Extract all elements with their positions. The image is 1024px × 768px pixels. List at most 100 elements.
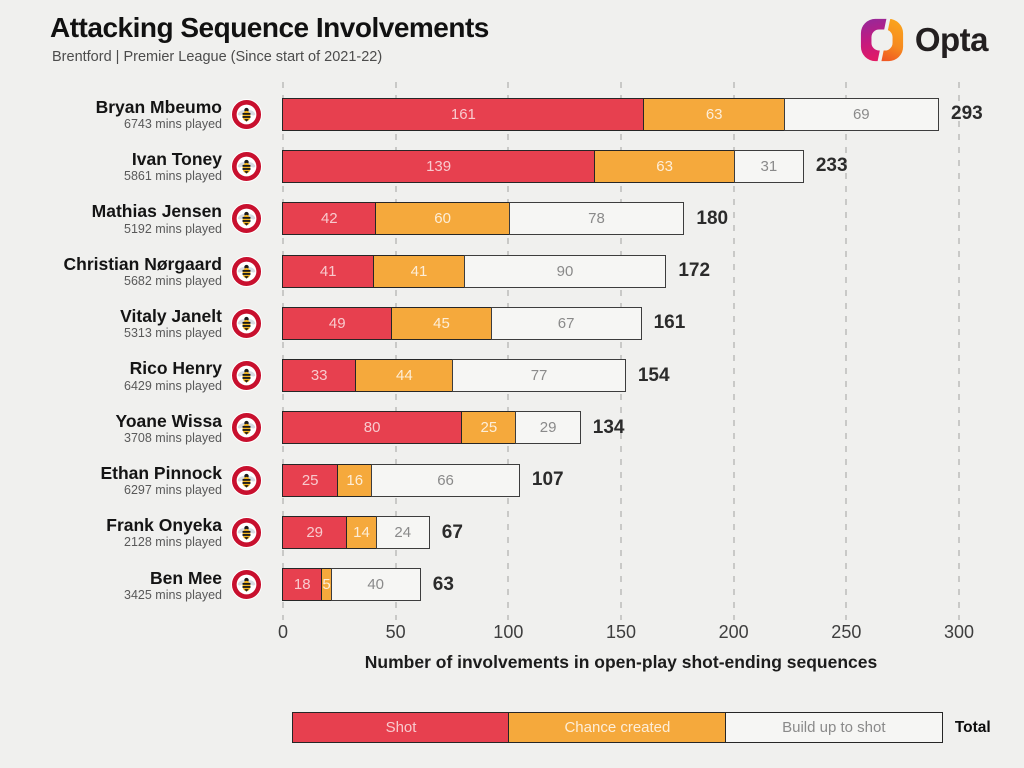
stacked-bar: 33 44 77 <box>282 359 626 393</box>
player-name: Bryan Mbeumo <box>95 96 222 117</box>
page-subtitle: Brentford | Premier League (Since start … <box>52 49 383 65</box>
player-name: Frank Onyeka <box>106 515 222 536</box>
x-tick-label: 50 <box>385 622 406 642</box>
player-mins-played: 3708 mins played <box>124 430 222 445</box>
player-row: Mathias Jensen 5192 mins played 42 60 78 <box>0 193 1024 245</box>
stacked-bar: 25 16 66 <box>282 463 520 497</box>
x-tick-label: 100 <box>493 622 524 642</box>
chance-created-segment: 60 <box>375 202 511 236</box>
stacked-bar: 80 25 29 <box>282 411 581 445</box>
opta-logo: Opta <box>858 17 989 63</box>
player-row: Ethan Pinnock 6297 mins played 25 16 66 <box>0 454 1024 506</box>
player-name: Ivan Toney <box>131 149 222 170</box>
bee-icon <box>237 578 256 592</box>
player-row: Frank Onyeka 2128 mins played 29 14 24 <box>0 506 1024 558</box>
player-name: Mathias Jensen <box>91 201 222 222</box>
bar-zone: 49 45 67 161 <box>282 306 958 340</box>
player-row: Ivan Toney 5861 mins played 139 63 31 <box>0 140 1024 192</box>
stacked-bar: 139 63 31 <box>282 149 804 183</box>
player-row: Vitaly Janelt 5313 mins played 49 45 67 <box>0 297 1024 349</box>
total-value: 161 <box>653 312 686 334</box>
player-row: Ben Mee 3425 mins played 18 5 40 <box>0 559 1024 611</box>
legend-bar: Shot Chance created Build up to shot <box>292 712 943 743</box>
player-labels: Vitaly Janelt 5313 mins played <box>0 306 222 341</box>
chance-created-segment: 16 <box>336 463 373 497</box>
bar-zone: 161 63 69 293 <box>282 97 983 131</box>
shot-segment: 33 <box>282 359 357 393</box>
bee-icon <box>237 159 256 174</box>
x-axis-ticks: 0 50 100 150 200 250 300 <box>278 622 974 646</box>
bee-icon <box>237 107 256 122</box>
bee-icon <box>237 473 256 488</box>
total-value: 172 <box>678 260 711 282</box>
shot-segment: 42 <box>282 202 377 236</box>
bee-icon <box>237 421 256 436</box>
x-tick-label: 150 <box>605 622 637 642</box>
chance-created-segment: 63 <box>593 149 736 183</box>
brentford-badge-icon <box>231 150 262 182</box>
brentford-badge-icon <box>231 255 262 287</box>
chart-rows: Bryan Mbeumo 6743 mins played 161 63 69 <box>0 88 1024 611</box>
build-up-segment: 31 <box>733 149 804 183</box>
brentford-badge-icon <box>231 464 262 496</box>
legend: Shot Chance created Build up to shot Total <box>292 712 991 743</box>
stacked-bar: 49 45 67 <box>282 306 642 340</box>
stacked-bar: 18 5 40 <box>282 568 421 602</box>
chance-created-segment: 14 <box>345 516 378 550</box>
player-mins-played: 6297 mins played <box>124 483 222 498</box>
shot-segment: 18 <box>282 568 323 602</box>
player-name: Yoane Wissa <box>115 410 222 431</box>
player-mins-played: 3425 mins played <box>124 587 222 602</box>
player-mins-played: 5192 mins played <box>124 221 222 236</box>
total-value: 107 <box>531 469 564 491</box>
opta-logo-icon <box>858 17 905 63</box>
legend-item-shot: Shot <box>292 712 510 743</box>
bar-zone: 33 44 77 154 <box>282 359 958 393</box>
brentford-badge-icon <box>231 360 262 392</box>
build-up-segment: 29 <box>515 411 581 445</box>
player-name: Ben Mee <box>150 567 222 588</box>
chance-created-segment: 25 <box>460 411 517 445</box>
player-mins-played: 2128 mins played <box>124 535 222 550</box>
total-value: 180 <box>696 207 729 229</box>
build-up-segment: 66 <box>371 463 520 497</box>
player-labels: Ivan Toney 5861 mins played <box>0 149 222 184</box>
brentford-badge-icon <box>231 203 262 235</box>
player-labels: Frank Onyeka 2128 mins played <box>0 515 222 550</box>
shot-segment: 41 <box>282 254 375 288</box>
bar-zone: 41 41 90 172 <box>282 254 958 288</box>
player-labels: Rico Henry 6429 mins played <box>0 358 222 393</box>
bee-icon <box>237 368 256 383</box>
legend-item-build-up-to-shot: Build up to shot <box>724 712 943 743</box>
bar-zone: 18 5 40 63 <box>282 568 958 602</box>
stacked-bar: 41 41 90 <box>282 254 667 288</box>
player-name: Vitaly Janelt <box>120 306 222 327</box>
player-name: Ethan Pinnock <box>100 462 222 483</box>
player-labels: Bryan Mbeumo 6743 mins played <box>0 97 222 132</box>
bee-icon <box>237 525 256 540</box>
brentford-badge-icon <box>231 98 262 130</box>
total-value: 154 <box>637 364 670 386</box>
shot-segment: 25 <box>282 463 339 497</box>
stacked-bar: 29 14 24 <box>282 516 430 550</box>
bar-zone: 42 60 78 180 <box>282 202 958 236</box>
player-name: Rico Henry <box>129 358 222 379</box>
build-up-segment: 78 <box>508 202 685 236</box>
build-up-segment: 40 <box>330 568 421 602</box>
player-row: Christian Nørgaard 5682 mins played 41 4… <box>0 245 1024 297</box>
stacked-bar-chart: Bryan Mbeumo 6743 mins played 161 63 69 <box>0 82 1024 672</box>
stacked-bar: 161 63 69 <box>282 97 940 131</box>
x-tick-label: 0 <box>277 622 289 642</box>
x-axis-label: Number of involvements in open-play shot… <box>364 652 878 672</box>
player-labels: Christian Nørgaard 5682 mins played <box>0 254 223 289</box>
build-up-segment: 77 <box>452 359 626 393</box>
chance-created-segment: 63 <box>643 97 786 131</box>
chance-created-segment: 44 <box>354 359 454 393</box>
player-labels: Ben Mee 3425 mins played <box>0 568 222 603</box>
shot-segment: 80 <box>282 411 463 445</box>
bar-zone: 25 16 66 107 <box>282 463 958 497</box>
opta-wordmark: Opta <box>914 21 989 58</box>
bar-zone: 80 25 29 134 <box>282 411 958 445</box>
player-labels: Mathias Jensen 5192 mins played <box>0 201 222 236</box>
